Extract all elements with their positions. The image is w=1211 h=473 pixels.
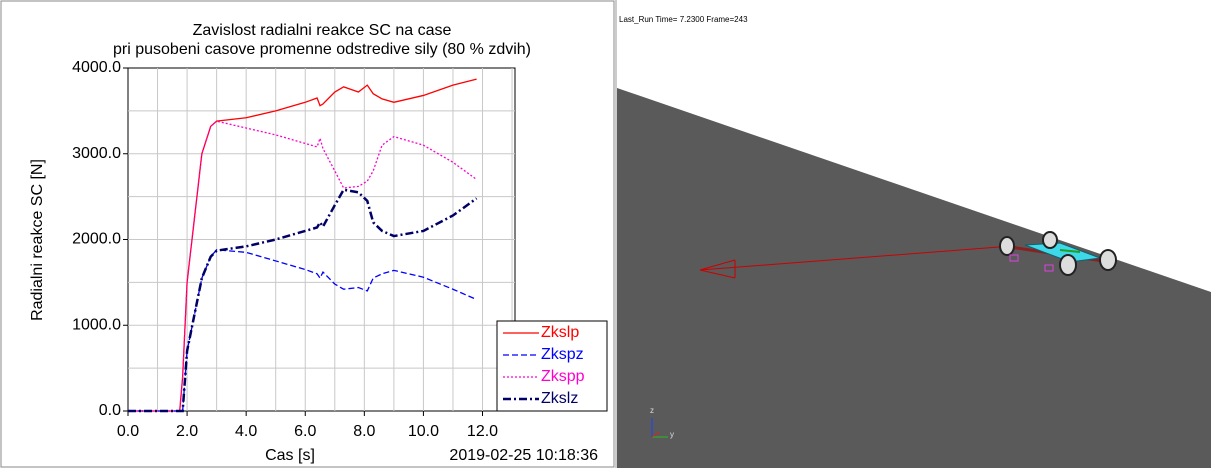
y-tick-label: 0.0 <box>99 402 121 419</box>
y-axis-label: Radialni reakce SC [N] <box>29 159 46 321</box>
x-tick-label: 10.0 <box>408 423 439 440</box>
x-tick-label: 6.0 <box>294 423 316 440</box>
legend-label: Zkspp <box>541 368 585 385</box>
legend-label: Zkslp <box>541 324 579 341</box>
viewport-info: Last_Run Time= 7.2300 Frame=243 <box>619 15 748 24</box>
y-tick-label: 3000.0 <box>72 145 121 162</box>
screen: Zavislost radialni reakce SC na case pri… <box>0 0 1211 468</box>
x-tick-label: 12.0 <box>467 423 498 440</box>
x-tick-label: 0.0 <box>117 423 139 440</box>
triad-label: z <box>650 406 654 415</box>
legend-label: Zkslz <box>541 390 578 407</box>
legend-label: Zkspz <box>541 346 584 363</box>
x-tick-label: 4.0 <box>235 423 257 440</box>
y-tick-label: 2000.0 <box>72 231 121 248</box>
y-tick-label: 1000.0 <box>72 316 121 333</box>
chart-subtitle: pri pusobeni casove promenne odstredive … <box>113 41 531 58</box>
x-tick-label: 8.0 <box>353 423 375 440</box>
x-tick-label: 2.0 <box>176 423 198 440</box>
y-tick-label: 4000.0 <box>72 59 121 76</box>
timestamp: 2019-02-25 10:18:36 <box>449 447 598 464</box>
x-axis-label: Cas [s] <box>265 447 315 464</box>
chart-title: Zavislost radialni reakce SC na case <box>193 22 452 39</box>
triad-label: y <box>670 430 674 439</box>
